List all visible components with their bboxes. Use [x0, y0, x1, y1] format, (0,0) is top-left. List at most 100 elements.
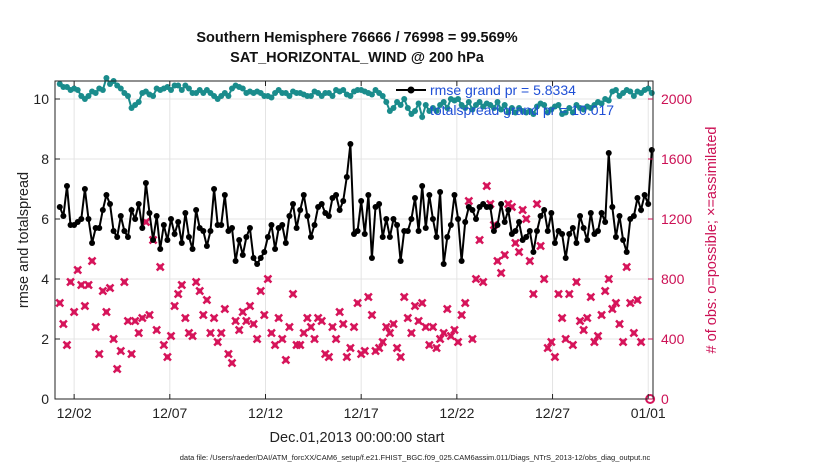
obs-assimilated-point [231, 316, 240, 326]
obs-x-center [444, 306, 451, 312]
totalspread-point [383, 99, 390, 105]
obs-x-center [566, 291, 573, 297]
rmse-point [89, 240, 96, 246]
obs-assimilated-point [213, 337, 223, 347]
obs-x-center [89, 258, 95, 264]
obs-assimilated-point [468, 334, 477, 344]
totalspread-point [99, 87, 106, 93]
obs-x-center [534, 201, 540, 207]
rmse-point [272, 246, 279, 252]
rmse-point [264, 234, 271, 240]
rmse-point [634, 195, 641, 201]
rmse-point [290, 201, 297, 207]
obs-assimilated-point [582, 313, 592, 323]
rmse-point [609, 204, 616, 210]
rmse-point [325, 213, 332, 219]
obs-x-center [71, 309, 77, 315]
obs-assimilated-point [216, 328, 226, 338]
rmse-point [307, 234, 314, 240]
obs-assimilated-point [403, 313, 413, 323]
obs-x-center [329, 324, 336, 330]
obs-assimilated-point [611, 298, 621, 308]
obs-assimilated-point [285, 322, 294, 332]
rmse-point [408, 216, 415, 222]
totalspread-point [569, 109, 576, 116]
obs-x-center [480, 279, 486, 285]
totalspread-point [648, 90, 655, 96]
rmse-point [429, 216, 436, 222]
obs-x-center [107, 285, 113, 291]
obs-x-center [548, 339, 555, 345]
obs-x-center [211, 315, 217, 321]
rmse-point [279, 222, 286, 228]
obs-assimilated-point [173, 289, 183, 299]
legend-rmse-label: rmse grand pr = 5.8334 [430, 82, 576, 98]
totalspread-point [530, 111, 537, 117]
rmse-point [168, 216, 175, 222]
x-tick-label: 12/12 [248, 405, 283, 421]
obs-x-center [82, 303, 88, 309]
totalspread-markers [56, 75, 655, 120]
rmse-point [494, 222, 501, 228]
obs-x-center [135, 330, 142, 336]
totalspread-point [415, 100, 422, 107]
rmse-point [257, 255, 264, 261]
totalspread-point [612, 87, 619, 93]
axis-ticks: 12/02 12/07 12/12 12/17 12/22 12/27 01/0102468… [33, 81, 692, 421]
obs-assimilated-point [105, 283, 115, 293]
obs-assimilated-point [457, 310, 467, 320]
obs-x-center [523, 216, 530, 222]
x-tick-label: 12/27 [535, 405, 570, 421]
totalspread-point [124, 93, 131, 99]
y2-tick-label: 1600 [661, 151, 692, 167]
obs-x-center [573, 279, 580, 285]
rmse-point [530, 249, 537, 255]
rmse-point [551, 240, 558, 246]
x-axis-label: Dec.01,2013 00:00:00 start [270, 430, 445, 446]
obs-assimilated-point [134, 328, 144, 338]
obs-x-center [300, 330, 307, 336]
obs-assimilated-point [543, 343, 553, 353]
rmse-point [397, 258, 404, 264]
rmse-point [490, 228, 497, 234]
obs-x-center [587, 294, 594, 300]
rmse-point [175, 219, 182, 225]
rmse-point [365, 192, 372, 198]
rmse-point [616, 213, 623, 219]
rmse-point [114, 234, 121, 240]
obs-assimilated-point [234, 325, 244, 335]
obs-x-center [308, 324, 314, 330]
obs-assimilated-point [91, 322, 101, 332]
obs-x-center [168, 333, 174, 339]
plot-frame [54, 80, 654, 400]
totalspread-point [185, 85, 192, 92]
rmse-point [415, 228, 422, 234]
rmse-point [501, 219, 508, 225]
obs-assimilated-point [417, 298, 427, 308]
obs-assimilated-point [102, 307, 111, 317]
obs-x-center [257, 288, 264, 294]
obs-assimilated-point [58, 319, 68, 329]
obs-x-center [74, 267, 81, 273]
totalspread-point [379, 93, 386, 99]
rmse-point [110, 228, 117, 234]
rmse-point [630, 213, 637, 219]
y2-tick-label: 0 [661, 391, 669, 407]
obs-assimilated-point [198, 310, 208, 320]
rmse-point [142, 180, 149, 186]
rmse-point [128, 207, 135, 213]
obs-x-center [232, 318, 239, 324]
obs-x-center [254, 336, 260, 342]
rmse-point [200, 228, 207, 234]
rmse-point [544, 228, 551, 234]
obs-x-center [433, 345, 440, 351]
obs-x-center [458, 312, 465, 318]
obs-assimilated-point [94, 349, 104, 359]
obs-assimilated-point [342, 352, 352, 362]
totalspread-point [566, 105, 573, 111]
obs-assimilated-point [385, 328, 395, 338]
obs-assimilated-point [496, 268, 506, 278]
rmse-point [261, 249, 268, 255]
obs-assimilated-point [363, 292, 373, 302]
